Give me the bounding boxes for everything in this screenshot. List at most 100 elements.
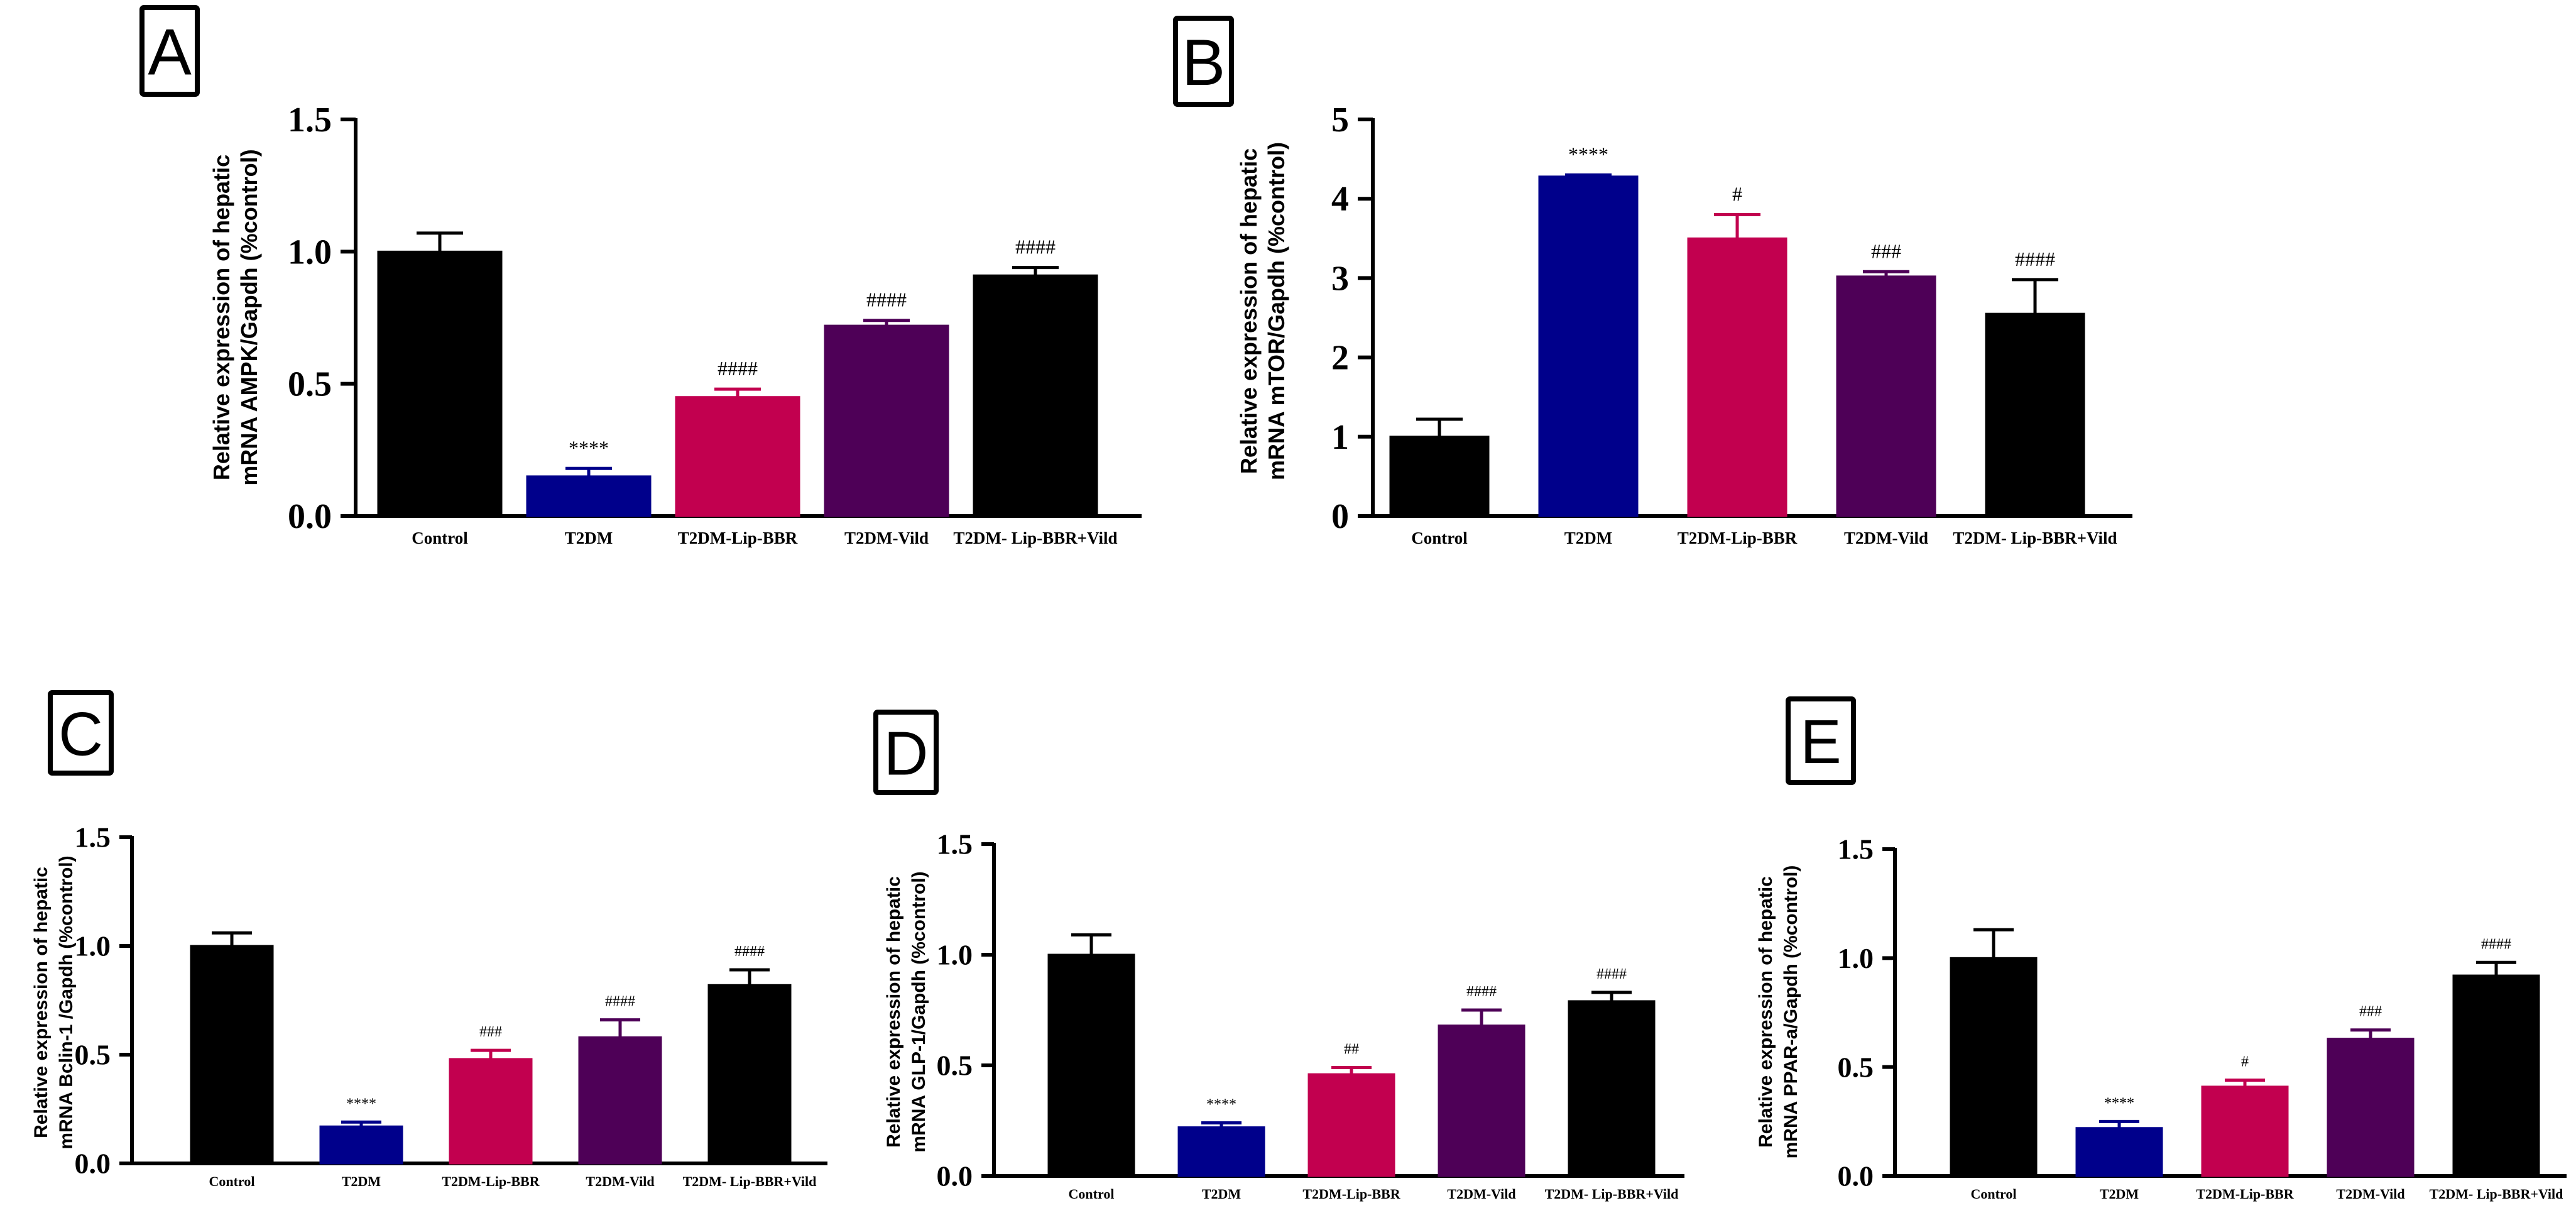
bar (377, 250, 503, 517)
y-tick-label: 0.5 (937, 1050, 973, 1082)
bar (973, 274, 1098, 517)
x-category-label: T2DM- Lip-BBR+Vild (953, 529, 1117, 547)
significance-label: #### (605, 994, 635, 1010)
bar (1985, 312, 2085, 517)
panel-label: A (148, 16, 192, 89)
x-category-label: Control (1069, 1186, 1115, 1202)
bar (1438, 1024, 1525, 1177)
x-category-label: T2DM- Lip-BBR+Vild (1545, 1186, 1679, 1202)
y-axis-title-line-2: mRNA PPAR-a/Gapdh (%control) (1781, 865, 1801, 1159)
x-category-label: T2DM- Lip-BBR+Vild (1953, 529, 2117, 547)
significance-label: ### (2359, 1004, 2382, 1020)
panel-label-box (1786, 696, 1856, 785)
bar (707, 984, 792, 1165)
significance-label: # (2241, 1053, 2249, 1070)
y-axis-title-line-1: Relative expression of hepatic (209, 155, 234, 480)
x-category-label: T2DM (1564, 529, 1613, 547)
bar (1950, 957, 2038, 1177)
y-axis-title: Relative expression of hepatic mRNA Bclin… (31, 855, 77, 1149)
significance-label: #### (866, 288, 907, 311)
y-tick-label: 1.0 (1838, 942, 1874, 974)
panel-label-box (48, 690, 114, 776)
panel-label: E (1800, 707, 1841, 776)
bar (319, 1125, 403, 1165)
x-category-label: Control (1411, 529, 1468, 547)
bar (2327, 1038, 2415, 1177)
x-category-label: T2DM- Lip-BBR+Vild (2430, 1186, 2563, 1202)
panel-label-box (873, 710, 939, 795)
significance-label: **** (2104, 1095, 2134, 1111)
x-category-label: T2DM-Lip-BBR (678, 529, 798, 547)
x-category-label: T2DM-Lip-BBR (2196, 1186, 2294, 1202)
x-category-label: T2DM-Vild (1447, 1186, 1515, 1202)
bar (1836, 275, 1936, 517)
y-axis-title-line-1: Relative expression of hepatic (1236, 148, 1262, 474)
significance-label: **** (1206, 1097, 1236, 1113)
y-tick-label: 0.0 (75, 1148, 111, 1180)
bar (1389, 436, 1490, 517)
x-category-label: T2DM-Lip-BBR (1678, 529, 1798, 547)
significance-label: ### (479, 1024, 502, 1040)
x-category-label: T2DM- Lip-BBR+Vild (683, 1173, 817, 1189)
y-tick-label: 1.0 (75, 930, 111, 962)
bar (1047, 953, 1135, 1177)
x-category-label: T2DM (565, 529, 613, 547)
y-tick-label: 4 (1331, 180, 1349, 219)
bar (824, 324, 949, 517)
y-tick-label: 1 (1331, 418, 1349, 457)
bar (578, 1036, 662, 1165)
significance-label: ## (1344, 1041, 1359, 1058)
y-tick-label: 0.5 (288, 365, 332, 404)
bar (2201, 1085, 2289, 1177)
y-tick-label: 1.5 (937, 828, 973, 860)
y-axis-title-line-1: Relative expression of hepatic (31, 867, 52, 1138)
y-tick-label: 1.0 (288, 233, 332, 272)
bar (449, 1058, 533, 1165)
y-axis-title: Relative expression of hepatic mRNA GLP-1… (883, 871, 929, 1152)
significance-label: **** (569, 436, 609, 459)
x-category-label: T2DM-Lip-BBR (1302, 1186, 1400, 1202)
y-tick-label: 0.0 (1838, 1160, 1874, 1192)
y-tick-label: 1.0 (937, 939, 973, 971)
significance-label: #### (1596, 966, 1627, 982)
y-axis-title-line-2: mRNA AMPK/Gapdh (%control) (236, 149, 262, 485)
bar (2075, 1127, 2163, 1177)
panel-e: E 0.0 0.5 1.0 1.5 Relative expression of hepa… (1755, 696, 2567, 1202)
x-category-label: T2DM (342, 1173, 381, 1189)
panel-b: B 0 1 2 3 4 5 Relative expression of hepaticmRN… (1173, 16, 2132, 547)
significance-label: #### (2481, 936, 2511, 952)
bar (1307, 1073, 1395, 1177)
x-category-label: Control (1971, 1186, 2017, 1202)
y-tick-label: 1.5 (75, 821, 111, 854)
bar (1177, 1126, 1265, 1177)
x-category-label: Control (209, 1173, 255, 1189)
bar (1687, 237, 1787, 517)
y-axis-title-line-2: mRNA mTOR/Gapdh (%control) (1263, 142, 1289, 480)
y-tick-label: 1.5 (1838, 833, 1874, 865)
panel-label-box (1173, 16, 1234, 107)
significance-label: #### (1015, 236, 1056, 258)
y-tick-label: 0.0 (937, 1160, 973, 1192)
panel-label: B (1182, 26, 1225, 99)
significance-label: # (1732, 182, 1742, 205)
bar (190, 945, 274, 1165)
y-tick-label: 5 (1331, 101, 1349, 140)
x-category-label: T2DM-Vild (1844, 529, 1928, 547)
significance-label: ### (1871, 239, 1901, 262)
x-category-label: T2DM (2100, 1186, 2139, 1202)
significance-label: #### (734, 943, 765, 960)
y-tick-label: 0.0 (288, 497, 332, 536)
y-axis-title-line-2: mRNA Bclin-1 /Gapdh (%control) (56, 855, 77, 1149)
x-category-label: T2DM-Vild (844, 529, 929, 547)
bar (2452, 974, 2540, 1177)
x-category-label: T2DM (1202, 1186, 1242, 1202)
bar (675, 396, 800, 517)
x-category-label: T2DM-Vild (2336, 1186, 2404, 1202)
x-category-label: T2DM-Lip-BBR (442, 1173, 540, 1189)
significance-label: #### (2015, 248, 2055, 270)
y-tick-label: 1.5 (288, 101, 332, 140)
